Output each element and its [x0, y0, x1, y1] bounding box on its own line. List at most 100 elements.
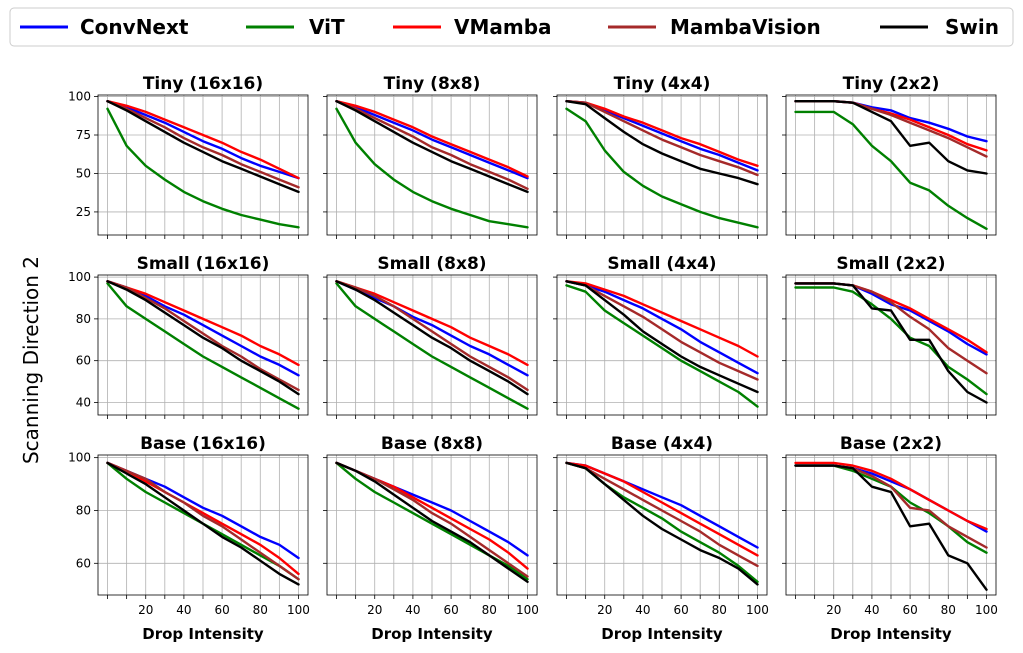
- x-axis-label: Drop Intensity: [142, 625, 264, 643]
- panel-tiny-2x2: Tiny (2x2): [782, 74, 997, 239]
- series-line-swin: [565, 280, 759, 394]
- x-tick-label: 80: [712, 603, 727, 617]
- panel-tiny-16x16: 25 50 75 100 Tiny (16x16): [68, 74, 309, 239]
- panel-title: Tiny (8x8): [384, 74, 481, 94]
- y-tick-label: 100: [68, 90, 91, 104]
- series-line-vit: [794, 286, 988, 396]
- panel-base-4x4: 20 40 60 80 100 Drop Intensity Base (4x4): [553, 434, 769, 643]
- y-tick-label: 25: [76, 205, 91, 219]
- series-line-mambavision: [565, 99, 759, 177]
- series-line-vmamba: [106, 280, 300, 367]
- panel-title: Base (4x4): [611, 434, 713, 454]
- x-axis-label: Drop Intensity: [601, 625, 723, 643]
- figure-ylabel: Scanning Direction 2: [19, 256, 43, 464]
- x-tick-label: 20: [367, 603, 382, 617]
- x-tick-label: 100: [746, 603, 769, 617]
- x-tick-label: 40: [176, 603, 191, 617]
- legend-label-swin: Swin: [945, 15, 999, 39]
- series-line-swin: [106, 461, 300, 586]
- series-line-swin: [335, 280, 529, 396]
- x-tick-label: 100: [287, 603, 310, 617]
- y-tick-label: 75: [76, 128, 91, 142]
- x-tick-label: 20: [597, 603, 612, 617]
- panel-small-16x16: 40 60 80 100 Small (16x16): [68, 254, 309, 419]
- series-line-vmamba: [565, 280, 759, 358]
- x-axis-label: Drop Intensity: [830, 625, 952, 643]
- legend-box: [9, 7, 1014, 47]
- series-line-vmamba: [335, 280, 529, 367]
- x-tick-label: 40: [405, 603, 420, 617]
- series-line-swin: [335, 99, 529, 194]
- series-line-vit: [106, 107, 300, 229]
- x-tick-label: 80: [482, 603, 497, 617]
- y-tick-label: 50: [76, 166, 91, 180]
- series-line-vit: [565, 107, 759, 229]
- panel-small-8x8: Small (8x8): [323, 254, 538, 419]
- panel-title: Small (8x8): [377, 254, 486, 274]
- series-line-vit: [106, 282, 300, 410]
- x-tick-label: 20: [826, 603, 841, 617]
- x-tick-label: 60: [214, 603, 229, 617]
- series-line-swin: [335, 461, 529, 583]
- panel-title: Small (16x16): [137, 254, 270, 274]
- panel-tiny-4x4: Tiny (4x4): [553, 74, 768, 239]
- series-line-swin: [794, 99, 988, 175]
- series-line-vmamba: [565, 99, 759, 168]
- y-tick-label: 80: [76, 503, 91, 517]
- x-tick-label: 60: [443, 603, 458, 617]
- series-line-convnext: [106, 280, 300, 377]
- panel-base-16x16: 60 80 100 20 40 60 80 100 Drop Intensity Base (16…: [68, 434, 310, 643]
- y-tick-label: 100: [68, 451, 91, 465]
- series-line-vit: [794, 110, 988, 231]
- y-tick-label: 60: [76, 354, 91, 368]
- legend-label-vmamba: VMamba: [454, 15, 552, 39]
- series-line-vmamba: [565, 461, 759, 557]
- x-tick-label: 40: [864, 603, 879, 617]
- panel-title: Tiny (4x4): [614, 74, 711, 94]
- panel-title: Base (2x2): [840, 434, 942, 454]
- series-line-mambavision: [565, 461, 759, 568]
- series-line-mambavision: [335, 99, 529, 191]
- y-tick-label: 60: [76, 556, 91, 570]
- series-line-vmamba: [106, 461, 300, 576]
- series-line-convnext: [106, 99, 300, 180]
- series-line-convnext: [335, 99, 529, 180]
- panel-title: Tiny (16x16): [143, 74, 263, 94]
- x-tick-label: 60: [902, 603, 917, 617]
- series-line-vmamba: [335, 99, 529, 178]
- panel-title: Small (4x4): [607, 254, 716, 274]
- legend-label-vit: ViT: [309, 15, 345, 39]
- series-line-mambavision: [335, 461, 529, 578]
- y-tick-label: 100: [68, 270, 91, 284]
- x-axis-label: Drop Intensity: [371, 625, 493, 643]
- series-line-convnext: [335, 280, 529, 377]
- series-line-swin: [106, 280, 300, 396]
- panel-title: Base (16x16): [140, 434, 266, 454]
- series-line-mambavision: [565, 280, 759, 381]
- panel-tiny-8x8: Tiny (8x8): [323, 74, 538, 239]
- series-line-swin: [106, 99, 300, 194]
- panel-base-2x2: 20 40 60 80 100 Drop Intensity Base (2x2): [782, 434, 998, 643]
- y-tick-label: 40: [76, 395, 91, 409]
- panel-small-2x2: Small (2x2): [782, 254, 997, 419]
- series-line-swin: [565, 461, 759, 586]
- series-line-swin: [794, 464, 988, 591]
- series-line-swin: [565, 99, 759, 186]
- x-tick-label: 80: [253, 603, 268, 617]
- panel-title: Small (2x2): [836, 254, 945, 274]
- series-line-mambavision: [106, 280, 300, 392]
- series-line-vit: [335, 282, 529, 410]
- x-tick-label: 20: [138, 603, 153, 617]
- x-tick-label: 40: [635, 603, 650, 617]
- x-tick-label: 80: [941, 603, 956, 617]
- series-line-swin: [794, 282, 988, 404]
- series-line-mambavision: [335, 280, 529, 392]
- panel-title: Tiny (2x2): [843, 74, 940, 94]
- series-line-vit: [565, 284, 759, 408]
- y-tick-label: 80: [76, 312, 91, 326]
- series-line-vmamba: [106, 99, 300, 180]
- panel-base-8x8: 20 40 60 80 100 Drop Intensity Base (8x8): [323, 434, 539, 643]
- series-line-mambavision: [106, 461, 300, 581]
- panel-title: Base (8x8): [381, 434, 483, 454]
